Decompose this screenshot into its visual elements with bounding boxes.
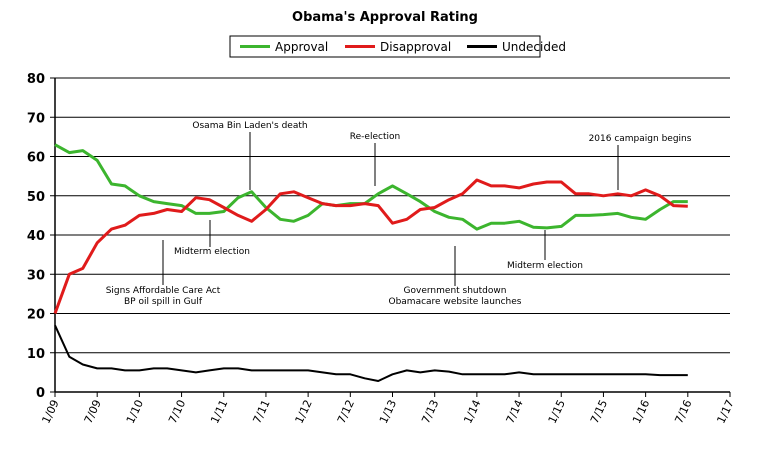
x-tick-label: 7/14	[504, 398, 526, 426]
annotation: 2016 campaign begins	[589, 134, 692, 144]
annotation: Midterm election	[174, 247, 250, 257]
annotation: Midterm election	[507, 261, 583, 271]
annotation: Osama Bin Laden's death	[192, 121, 307, 131]
annotation: Obamacare website launches	[389, 297, 522, 307]
series-line	[53, 178, 688, 315]
annotation: BP oil spill in Gulf	[124, 297, 203, 307]
y-tick-label: 70	[27, 111, 45, 126]
x-tick-label: 1/12	[293, 398, 315, 426]
x-tick-label: 7/13	[419, 398, 441, 426]
x-tick-label: 1/09	[39, 398, 61, 426]
y-tick-label: 50	[27, 190, 45, 205]
y-tick-label: 30	[27, 268, 45, 283]
y-tick-label: 40	[27, 229, 45, 244]
x-tick-label: 7/10	[166, 398, 188, 426]
x-tick-label: 7/11	[250, 398, 272, 426]
x-tick-label: 1/14	[461, 398, 483, 426]
x-tick-label: 7/16	[672, 398, 694, 426]
y-tick-label: 0	[36, 386, 45, 401]
x-tick-label: 1/13	[377, 398, 399, 426]
x-tick-label: 1/11	[208, 398, 230, 426]
x-tick-label: 7/15	[588, 398, 610, 426]
legend-label: Undecided	[502, 40, 566, 54]
legend-label: Approval	[275, 40, 328, 54]
x-tick-label: 7/09	[82, 398, 104, 426]
y-tick-label: 20	[27, 308, 45, 323]
x-tick-label: 1/16	[630, 398, 652, 426]
y-tick-label: 80	[27, 72, 45, 87]
series-line	[54, 143, 688, 231]
legend-label: Disapproval	[380, 40, 451, 54]
annotation: Re-election	[350, 132, 400, 142]
x-tick-label: 1/17	[714, 398, 736, 426]
annotation: Government shutdown	[404, 286, 507, 296]
legend-box	[229, 35, 541, 58]
chart-title: Obama's Approval Rating	[292, 10, 478, 25]
series-line	[54, 324, 688, 382]
y-tick-label: 60	[27, 151, 45, 166]
x-tick-label: 1/10	[124, 398, 146, 426]
y-tick-label: 10	[27, 347, 45, 362]
x-tick-label: 7/12	[335, 398, 357, 426]
annotation: Signs Affordable Care Act	[106, 286, 221, 296]
x-tick-label: 1/15	[546, 398, 568, 426]
